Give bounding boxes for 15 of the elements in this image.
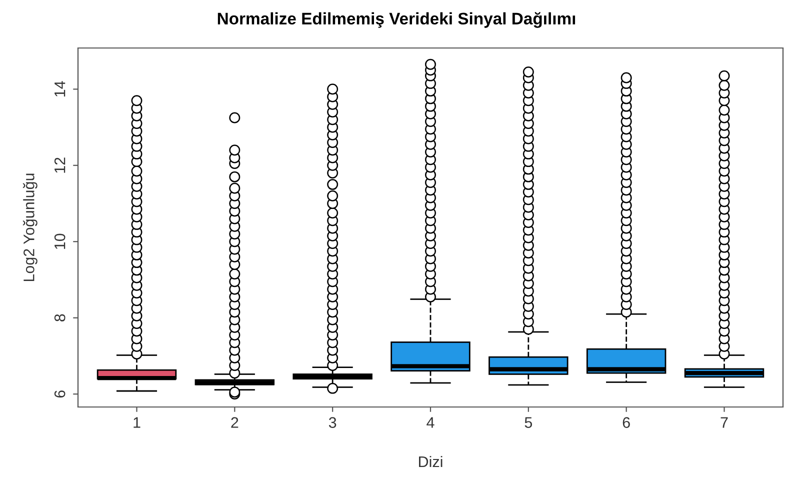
x-tick-label: 5 <box>524 417 532 428</box>
x-axis-title: Dizi <box>419 456 442 468</box>
x-tick-label: 6 <box>622 417 630 428</box>
y-tick-label: 10 <box>54 234 66 249</box>
y-tick-label: 8 <box>54 314 66 322</box>
x-tick-label: 7 <box>720 417 728 428</box>
y-tick-label: 12 <box>54 158 66 173</box>
x-tick-label: 3 <box>328 417 336 428</box>
y-axis-title: Log2 Yoğunluğu <box>22 174 38 282</box>
y-tick-label: 14 <box>54 81 66 96</box>
x-tick-label: 2 <box>231 417 238 428</box>
chart-title: Normalize Edilmemiş Verideki Sinyal Dağılımı <box>218 12 576 28</box>
x-tick-label: 4 <box>426 417 434 428</box>
y-tick-label: 6 <box>54 390 66 398</box>
x-tick-label: 1 <box>134 417 140 428</box>
